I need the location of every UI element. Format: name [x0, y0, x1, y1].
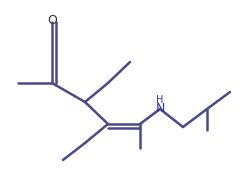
Text: O: O [47, 15, 57, 28]
Text: H: H [156, 95, 164, 105]
Text: N: N [155, 102, 165, 115]
